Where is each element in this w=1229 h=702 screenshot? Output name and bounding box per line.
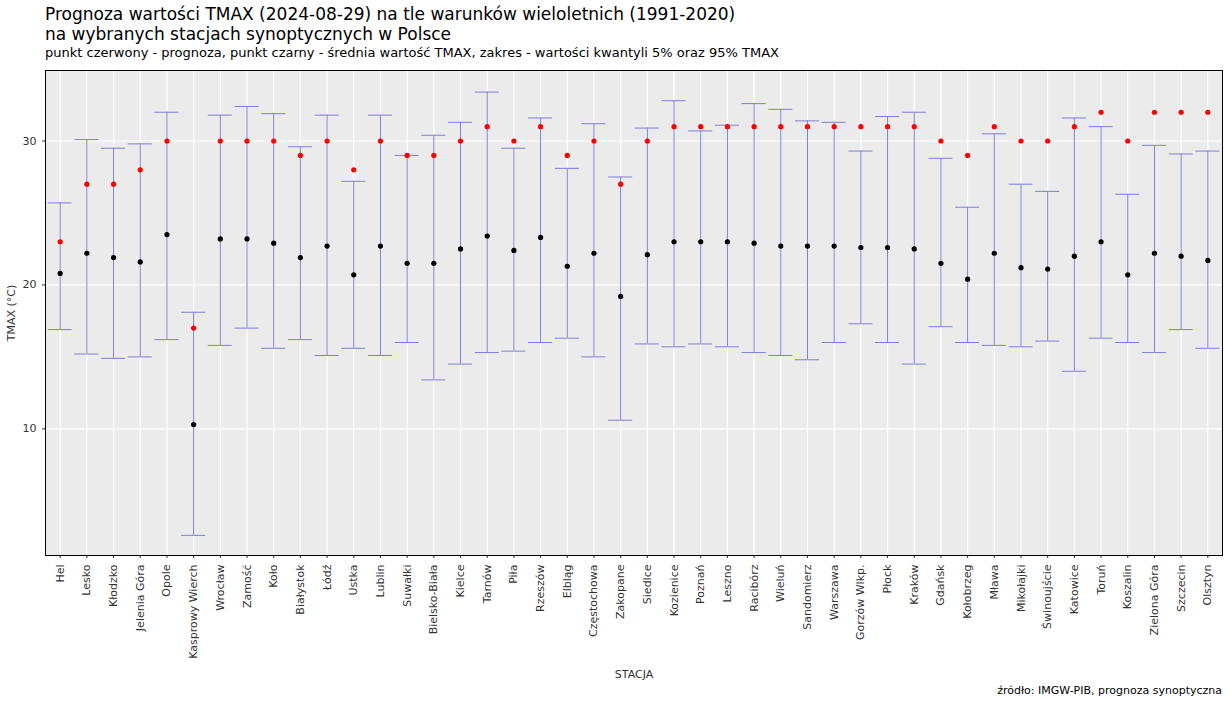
svg-text:Szczecin: Szczecin (1175, 564, 1188, 611)
svg-text:Toruń: Toruń (1095, 564, 1108, 595)
svg-text:Warszawa: Warszawa (828, 565, 841, 620)
svg-text:Gorzów Wlkp.: Gorzów Wlkp. (854, 565, 867, 641)
svg-text:Wieluń: Wieluń (774, 564, 787, 601)
svg-text:Katowice: Katowice (1068, 564, 1081, 614)
html-text:źródło: IMGW-PIB, prognoza syn: źródło: IMGW-PIB, prognoza synoptyczna (997, 684, 1222, 697)
svg-text:STACJA: STACJA (615, 668, 654, 681)
svg-text:Lublin: Lublin (374, 564, 387, 597)
svg-text:Kłodzko: Kłodzko (107, 564, 120, 607)
html-text:Prognoza wartości TMAX (2024-0: Prognoza wartości TMAX (2024-08-29) na t… (45, 4, 736, 44)
svg-text:Opole: Opole (160, 564, 173, 596)
svg-text:Gdańsk: Gdańsk (934, 564, 947, 606)
svg-text:Ustka: Ustka (347, 565, 360, 596)
svg-text:Siedlce: Siedlce (641, 564, 654, 604)
svg-text:Płock: Płock (881, 564, 894, 594)
svg-text:Białystok: Białystok (294, 564, 307, 615)
html-text:punkt czerwony - prognoza, pun: punkt czerwony - prognoza, punkt czarny … (45, 45, 779, 60)
svg-text:Koszalin: Koszalin (1121, 564, 1134, 609)
svg-text:Kraków: Kraków (908, 565, 921, 605)
svg-text:TMAX (°C): TMAX (°C) (5, 285, 18, 343)
svg-text:Łódź: Łódź (321, 564, 334, 591)
svg-text:Mikołajki: Mikołajki (1015, 565, 1028, 613)
svg-text:Zielona Góra: Zielona Góra (1148, 565, 1161, 636)
svg-text:Kasprowy Wierch: Kasprowy Wierch (187, 564, 200, 658)
svg-text:Kielce: Kielce (454, 564, 467, 597)
svg-text:Elbląg: Elbląg (561, 565, 574, 599)
svg-text:Częstochowa: Częstochowa (587, 565, 600, 637)
svg-text:Zamość: Zamość (241, 565, 254, 609)
svg-text:Kozienice: Kozienice (668, 564, 681, 616)
svg-text:20: 20 (23, 278, 37, 291)
svg-text:Leszno: Leszno (721, 564, 734, 602)
svg-text:Tarnów: Tarnów (481, 565, 494, 605)
svg-text:Suwałki: Suwałki (401, 565, 414, 607)
svg-text:Mława: Mława (988, 565, 1001, 600)
svg-text:10: 10 (23, 422, 37, 435)
svg-text:Rzeszów: Rzeszów (534, 565, 547, 612)
svg-text:Piła: Piła (507, 565, 520, 584)
svg-text:Hel: Hel (54, 565, 67, 583)
svg-text:Jelenia Góra: Jelenia Góra (134, 565, 147, 633)
svg-text:Poznań: Poznań (694, 564, 707, 603)
svg-text:Olsztyn: Olsztyn (1201, 564, 1214, 605)
svg-text:Bielsko-Biała: Bielsko-Biała (427, 565, 440, 635)
svg-text:30: 30 (23, 135, 37, 148)
svg-text:Wrocław: Wrocław (214, 565, 227, 611)
svg-text:Lesko: Lesko (80, 564, 93, 595)
svg-text:Zakopane: Zakopane (614, 564, 627, 619)
svg-text:Racibórz: Racibórz (748, 564, 761, 611)
svg-text:Kołobrzeg: Kołobrzeg (961, 565, 974, 619)
svg-text:Świnoujście: Świnoujście (1041, 564, 1054, 629)
svg-text:Sandomierz: Sandomierz (801, 564, 814, 629)
svg-text:Koło: Koło (267, 564, 280, 588)
